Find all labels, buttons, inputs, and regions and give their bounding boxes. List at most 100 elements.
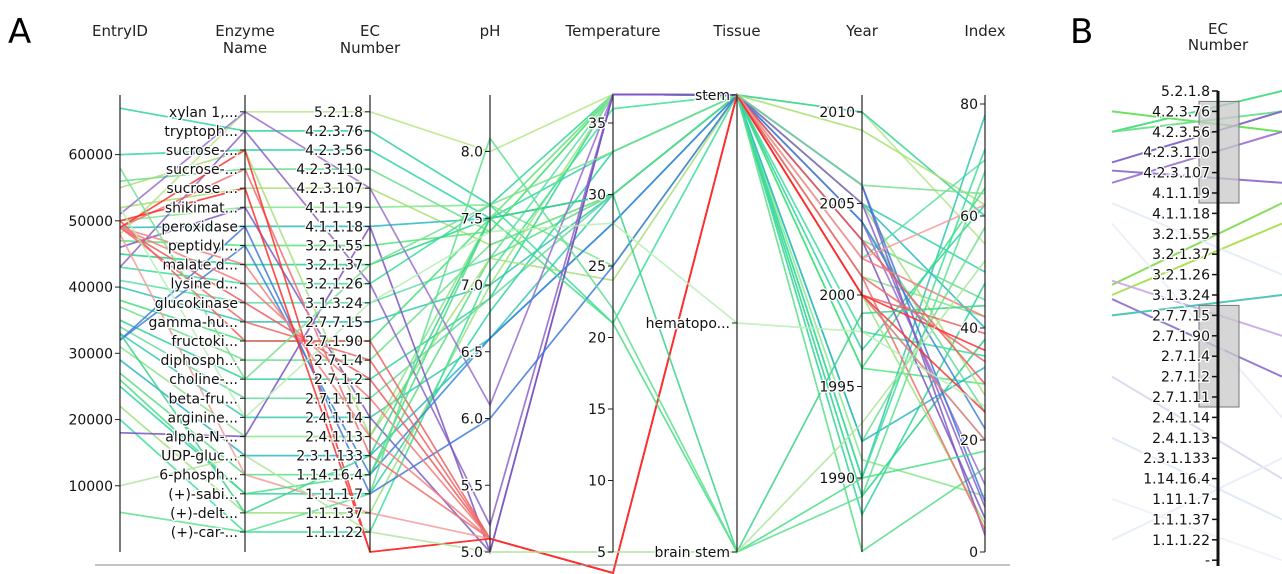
tick-label-temperature: 20 xyxy=(588,331,606,347)
data-line-39 xyxy=(119,216,986,554)
tick-label-enzyme_name: sucrose-... xyxy=(166,162,238,178)
detail-line-10 xyxy=(1111,294,1282,317)
detail-tick-label: 3.2.1.26 xyxy=(1152,268,1210,284)
detail-line-11 xyxy=(1111,375,1282,480)
data-line-22 xyxy=(119,94,986,533)
tick-label-ph: 6.5 xyxy=(461,345,483,361)
tick-label-ec_number: 3.2.1.26 xyxy=(305,277,363,293)
detail-line-7 xyxy=(1111,202,1282,286)
tick-label-enzyme_name: diphosph... xyxy=(160,353,238,369)
tick-label-enzyme_name: tryptoph... xyxy=(164,124,238,140)
detail-tick-label: 4.1.1.18 xyxy=(1152,206,1210,222)
tick-label-ec_number: 1.11.1.7 xyxy=(305,487,363,503)
tick-label-enzyme_name: (+)-sabi... xyxy=(168,487,238,503)
tick-label-tissue: brain stem xyxy=(655,545,730,561)
axis-title-entry_id: EntryID xyxy=(92,22,148,40)
tick-label-tissue: stem xyxy=(695,88,730,104)
tick-label-year: 2000 xyxy=(819,288,855,304)
axis-tissue: Tissue brain stem hematopo... stem xyxy=(644,22,760,562)
tick-label-enzyme_name: alpha-N-... xyxy=(165,430,238,446)
detail-tick-label: 2.4.1.14 xyxy=(1152,410,1210,426)
tick-label-ec_number: 4.1.1.19 xyxy=(305,200,363,216)
tick-label-ec_number: 2.7.1.4 xyxy=(314,353,363,369)
detail-line-13 xyxy=(1111,457,1282,541)
tick-label-enzyme_name: choline-... xyxy=(169,372,238,388)
detail-tick-label: 2.4.1.13 xyxy=(1152,431,1210,447)
panel-label-a: A xyxy=(8,12,31,52)
tick-label-ec_number: 4.2.3.107 xyxy=(296,181,363,197)
axis-ph: pH 5.0 5.5 6.0 6.5 7.0 7.5 8.0 xyxy=(459,22,500,562)
tick-label-ec_number: 3.1.3.24 xyxy=(305,296,363,312)
axis-title-tissue: Tissue xyxy=(712,22,760,40)
axis-title-enzyme_name: Name xyxy=(223,39,267,57)
data-line-29 xyxy=(119,93,986,477)
tick-label-ec_number: 4.1.1.18 xyxy=(305,219,363,235)
tick-label-index: 40 xyxy=(960,321,978,337)
detail-tick-label: 5.2.1.8 xyxy=(1161,84,1210,100)
data-line-37 xyxy=(119,92,986,574)
axis-entry_id: EntryID 10000 20000 30000 40000 50000 60000 xyxy=(67,22,148,552)
tick-label-enzyme_name: gamma-hu... xyxy=(149,315,238,331)
detail-tick-label: 4.2.3.76 xyxy=(1152,104,1210,120)
tick-label-ph: 6.0 xyxy=(461,412,483,428)
tick-label-enzyme_name: lysine d... xyxy=(170,277,238,293)
tick-label-ec_number: 5.2.1.8 xyxy=(314,105,363,121)
tick-label-temperature: 15 xyxy=(588,402,606,418)
data-line-1 xyxy=(119,93,986,217)
axis-index: Index 0 20 40 60 80 xyxy=(959,22,1006,562)
axis-title-temperature: Temperature xyxy=(564,22,660,40)
axis-title-ec_number: EC xyxy=(360,22,380,40)
tick-label-enzyme_name: glucokinase xyxy=(155,296,238,312)
data-line-42 xyxy=(119,260,986,553)
panel-label-b: B xyxy=(1070,12,1093,52)
detail-tick-label: 4.1.1.19 xyxy=(1152,186,1210,202)
tick-label-entry_id: 30000 xyxy=(68,346,113,362)
detail-tick-label: 4.2.3.110 xyxy=(1143,145,1210,161)
axis-title-ec_number: Number xyxy=(340,39,401,57)
tick-label-enzyme_name: (+)-car-... xyxy=(171,525,238,541)
tick-label-temperature: 5 xyxy=(597,545,606,561)
tick-label-enzyme_name: peptidyl... xyxy=(168,239,238,255)
tick-label-enzyme_name: 6-phosph... xyxy=(159,468,238,484)
detail-tick-label: 3.1.3.24 xyxy=(1152,288,1210,304)
data-line-6 xyxy=(119,93,986,329)
detail-tick-label: 2.7.7.15 xyxy=(1152,308,1210,324)
detail-tick-label: 1.1.1.22 xyxy=(1152,533,1210,549)
detail-axis-title: Number xyxy=(1188,36,1249,54)
tick-label-enzyme_name: peroxidase xyxy=(161,219,238,235)
detail-line-9 xyxy=(1111,279,1282,337)
detail-axis-title: EC xyxy=(1208,20,1228,38)
tick-label-year: 1990 xyxy=(819,471,855,487)
data-line-25 xyxy=(119,93,986,528)
detail-line-12 xyxy=(1111,436,1282,521)
tick-label-entry_id: 50000 xyxy=(68,214,113,230)
detail-tick-label: 1.1.1.37 xyxy=(1152,512,1210,528)
data-line-17 xyxy=(119,93,986,497)
detail-line-4 xyxy=(1111,130,1282,184)
tick-label-ec_number: 4.2.3.110 xyxy=(296,162,363,178)
parallel-coordinates-chart: EntryID100002000030000400005000060000Enz… xyxy=(67,22,1010,574)
tick-label-ec_number: 4.2.3.56 xyxy=(305,143,363,159)
tick-label-ec_number: 2.4.1.14 xyxy=(305,410,363,426)
tick-label-ec_number: 2.7.1.11 xyxy=(305,391,363,407)
detail-line-15 xyxy=(1111,202,1282,276)
tick-label-year: 1995 xyxy=(819,380,855,396)
tick-label-ec_number: 1.1.1.37 xyxy=(305,506,363,522)
detail-tick-label: 2.7.1.2 xyxy=(1161,370,1210,386)
detail-tick-label: 2.7.1.4 xyxy=(1161,349,1210,365)
tick-label-tissue: hematopo... xyxy=(646,316,730,332)
detail-tick-label: 4.2.3.107 xyxy=(1143,166,1210,182)
detail-line-6 xyxy=(1111,222,1282,296)
tick-label-temperature: 30 xyxy=(588,188,606,204)
tick-label-entry_id: 60000 xyxy=(68,148,113,164)
detail-line-16 xyxy=(1111,222,1282,419)
data-line-44 xyxy=(119,94,986,381)
tick-label-temperature: 25 xyxy=(588,259,606,275)
tick-label-ec_number: 2.4.1.13 xyxy=(305,430,363,446)
detail-tick-label: 2.3.1.133 xyxy=(1143,451,1210,467)
tick-label-ph: 5.0 xyxy=(461,545,483,561)
